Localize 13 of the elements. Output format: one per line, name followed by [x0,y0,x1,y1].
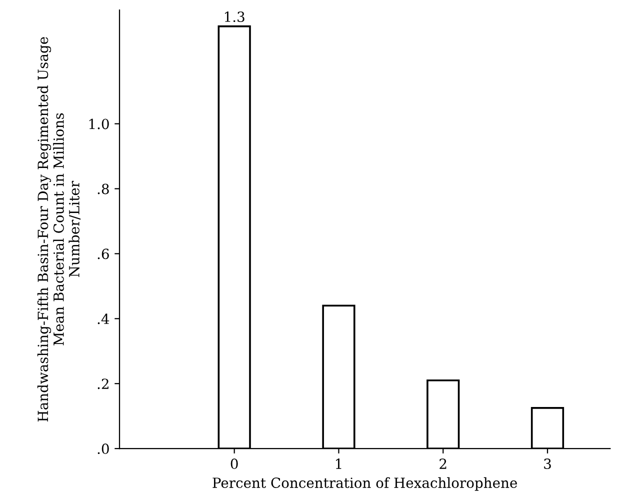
y-tick-label: .4 [98,314,110,324]
x-tick-label: 2 [440,458,446,469]
data-label: 1.3 [224,12,244,22]
x-tick-label: 1 [336,458,342,469]
x-tick-label: 0 [230,458,238,470]
x-tick-label: 3 [544,458,551,470]
y-tick-label: .6 [98,248,109,260]
y-axis-title: Handwashing-Fifth Basin-Four Day Regimented Usage Mean Bacterial Count in Millions Number/Liter [37,37,81,422]
y-tick-label: .2 [98,378,108,390]
y-tick-label: .8 [98,184,109,194]
y-tick-label: 1.0 [89,118,109,130]
x-axis-title: Percent Concentration of Hexachlorophene [212,477,518,491]
y-tick-label: .0 [98,444,109,454]
